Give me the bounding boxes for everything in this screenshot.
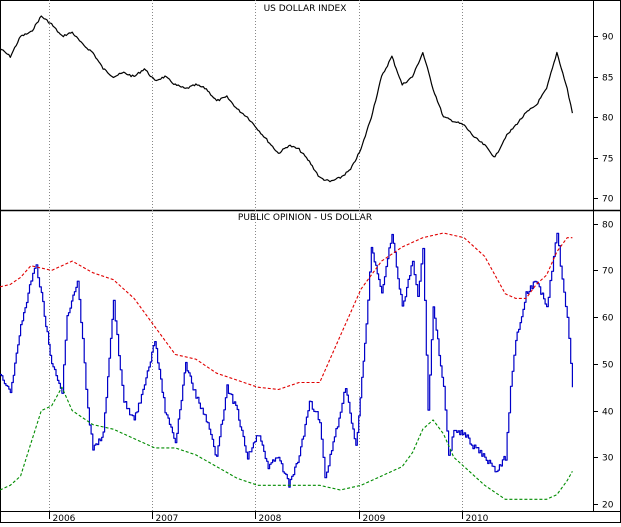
usd-index-series-0-line [0, 15, 573, 183]
x-tick-label-2007: 2007 [156, 514, 179, 523]
usd-index-y-tick-label-85: 85 [602, 74, 613, 84]
x-tick-label-2006: 2006 [53, 514, 76, 523]
x-tick-label-2010: 2010 [466, 514, 489, 523]
x-tick-label-2009: 2009 [363, 514, 386, 523]
public-opinion-y-tick-label-70: 70 [602, 267, 614, 277]
public-opinion-panel: PUBLIC OPINION - US DOLLAR [238, 213, 372, 223]
usd-index-panel: US DOLLAR INDEX [264, 4, 347, 14]
public-opinion-y-tick-label-30: 30 [602, 454, 614, 464]
public-opinion-title: PUBLIC OPINION - US DOLLAR [238, 213, 372, 223]
public-opinion-y-tick-label-40: 40 [602, 408, 614, 418]
public-opinion-series-0-line [0, 232, 573, 488]
public-opinion-y-tick-label-80: 80 [602, 221, 614, 231]
usd-index-y-tick-label-70: 70 [602, 195, 614, 205]
public-opinion-series-2-line [0, 386, 573, 500]
usd-index-y-tick-label-75: 75 [602, 155, 613, 165]
x-tick-label-2008: 2008 [259, 514, 282, 523]
public-opinion-y-tick-label-20: 20 [602, 501, 614, 511]
public-opinion-y-tick-label-60: 60 [602, 314, 614, 324]
public-opinion-series-1-line [0, 232, 573, 391]
usd-index-title: US DOLLAR INDEX [264, 4, 347, 14]
public-opinion-y-tick-label-50: 50 [602, 361, 614, 371]
usd-index-y-tick-label-80: 80 [602, 114, 614, 124]
usd-index-y-tick-label-90: 90 [602, 33, 614, 43]
